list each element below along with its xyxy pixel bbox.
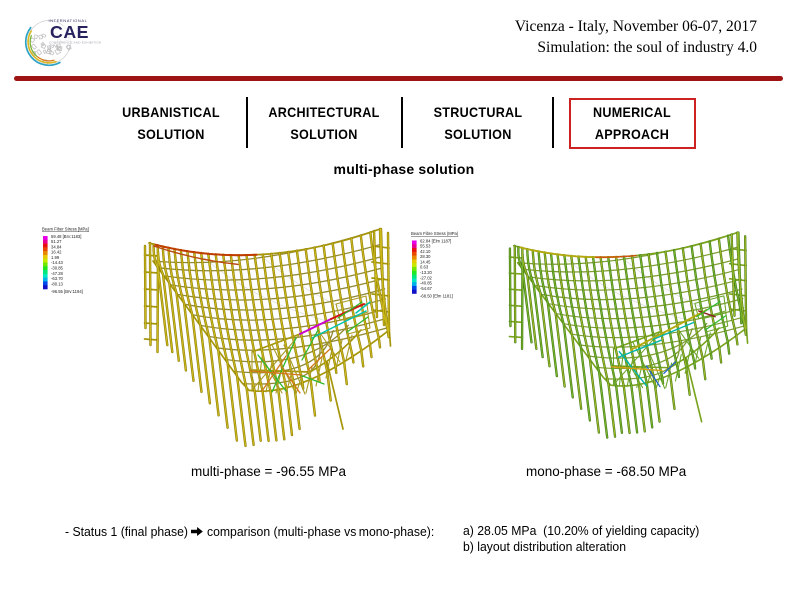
- svg-text:28.30: 28.30: [420, 254, 431, 259]
- svg-text:-54.67: -54.67: [420, 286, 433, 291]
- svg-text:-47.28: -47.28: [51, 271, 64, 276]
- svg-text:-96.55 [Brv:1194]: -96.55 [Brv:1194]: [51, 289, 83, 294]
- svg-text:-14.43: -14.43: [51, 260, 64, 265]
- svg-text:-13.20: -13.20: [420, 270, 433, 275]
- svg-text:34.84: 34.84: [51, 244, 62, 249]
- svg-text:-63.70: -63.70: [51, 276, 64, 281]
- svg-text:-27.02: -27.02: [420, 275, 433, 280]
- svg-text:0.63: 0.63: [420, 265, 429, 270]
- svg-text:Beam Fiber Stress [MPa]: Beam Fiber Stress [MPa]: [42, 227, 89, 232]
- svg-text:16.42: 16.42: [51, 250, 62, 255]
- svg-text:CAE: CAE: [50, 22, 89, 42]
- svg-text:62.84 [Elm 1187]: 62.84 [Elm 1187]: [420, 239, 451, 244]
- svg-text:Beam Fibre Stress (MPa): Beam Fibre Stress (MPa): [411, 231, 459, 236]
- svg-text:-30.85: -30.85: [51, 266, 64, 271]
- svg-text:1.99: 1.99: [51, 255, 60, 260]
- svg-text:-68.50 [Elm 1181]: -68.50 [Elm 1181]: [420, 294, 453, 299]
- svg-text:59.48 [Brv:1183]: 59.48 [Brv:1183]: [51, 234, 81, 239]
- svg-text:-80.13: -80.13: [51, 281, 64, 286]
- svg-text:55.53: 55.53: [420, 244, 431, 249]
- svg-text:14.45: 14.45: [420, 259, 431, 264]
- svg-text:42.10: 42.10: [420, 249, 431, 254]
- svg-text:INTERNATIONAL: INTERNATIONAL: [49, 18, 88, 23]
- svg-text:CONFERENCE AND EXHIBITION: CONFERENCE AND EXHIBITION: [49, 40, 101, 44]
- svg-text:51.27: 51.27: [51, 239, 62, 244]
- svg-text:-40.85: -40.85: [420, 281, 433, 286]
